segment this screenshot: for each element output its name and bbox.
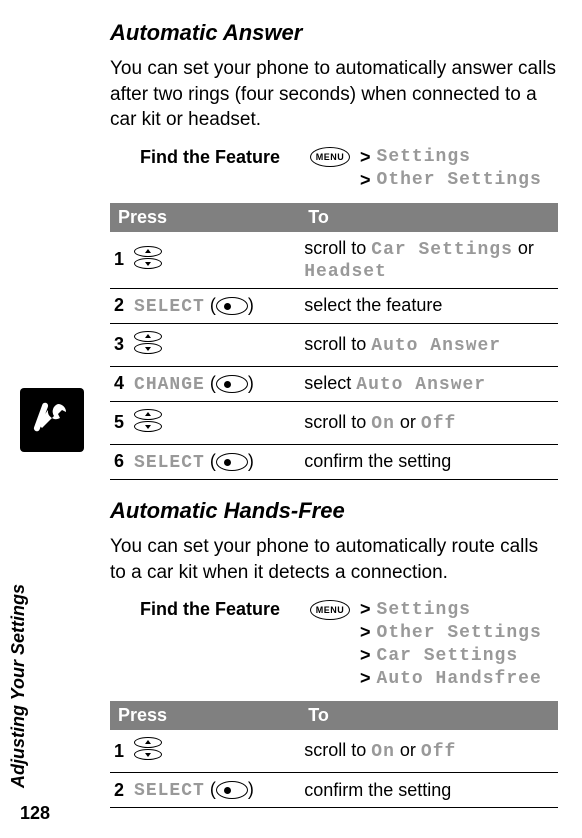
sidebar: Adjusting Your Settings — [14, 388, 90, 452]
step-description: confirm the setting — [304, 451, 451, 471]
scroll-key-icon — [134, 330, 162, 355]
step-to: scroll to On or Off — [300, 730, 558, 773]
page: Automatic Answer You can set your phone … — [0, 0, 582, 838]
step-to: confirm the setting — [300, 773, 558, 808]
step-press — [130, 730, 300, 773]
path-item: Settings — [377, 147, 471, 167]
table-header-to: To — [300, 701, 558, 730]
path-item: Settings — [377, 600, 471, 620]
softkey-label: CHANGE — [134, 375, 205, 395]
step-press — [130, 323, 300, 366]
softkey-label: SELECT — [134, 781, 205, 801]
scroll-key-icon — [134, 408, 162, 433]
softkey-label: SELECT — [134, 297, 205, 317]
step-description: scroll to — [304, 412, 371, 432]
path-item: Other Settings — [377, 623, 542, 643]
body-text-auto-hf: You can set your phone to automatically … — [110, 534, 558, 585]
step-description: confirm the setting — [304, 780, 451, 800]
find-feature-auto-hf: Find the Feature MENU > Settings > Other… — [140, 599, 558, 691]
menu-icon: MENU — [310, 600, 350, 620]
table-header-to: To — [300, 203, 558, 232]
step-number: 4 — [110, 366, 130, 401]
step-press: SELECT () — [130, 773, 300, 808]
step-description: select — [304, 373, 356, 393]
menu-option: Off — [421, 742, 456, 762]
step-description: or — [513, 238, 534, 258]
step-number: 1 — [110, 232, 130, 289]
step-number: 5 — [110, 401, 130, 444]
step-number: 2 — [110, 288, 130, 323]
step-to: scroll to On or Off — [300, 401, 558, 444]
step-description: scroll to — [304, 334, 371, 354]
step-number: 1 — [110, 730, 130, 773]
step-press: SELECT () — [130, 288, 300, 323]
find-feature-label: Find the Feature — [140, 147, 310, 168]
path-separator: > — [360, 645, 371, 666]
menu-option: Auto Answer — [371, 336, 501, 356]
step-to: scroll to Car Settings or Headset — [300, 232, 558, 289]
steps-table-auto-answer: Press To 1 scroll to Car Settings or Head… — [110, 203, 558, 480]
step-press: SELECT () — [130, 444, 300, 479]
path-item: Auto Handsfree — [377, 669, 542, 689]
step-description: scroll to — [304, 740, 371, 760]
menu-option: Car Settings — [371, 240, 513, 260]
softkey-icon — [216, 453, 248, 471]
table-row: 3 scroll to Auto Answer — [110, 323, 558, 366]
step-to: confirm the setting — [300, 444, 558, 479]
step-number: 6 — [110, 444, 130, 479]
table-row: 1 scroll to Car Settings or Headset — [110, 232, 558, 289]
softkey-icon — [216, 375, 248, 393]
menu-option: Headset — [304, 262, 387, 282]
path-separator: > — [360, 622, 371, 643]
section-title-auto-hf: Automatic Hands-Free — [110, 498, 558, 524]
page-number: 128 — [20, 803, 50, 824]
table-row: 2SELECT ()select the feature — [110, 288, 558, 323]
settings-tools-icon — [20, 388, 84, 452]
step-description: scroll to — [304, 238, 371, 258]
step-press — [130, 232, 300, 289]
scroll-key-icon — [134, 736, 162, 761]
path-separator: > — [360, 170, 371, 191]
softkey-icon — [216, 781, 248, 799]
step-to: select Auto Answer — [300, 366, 558, 401]
table-row: 2SELECT ()confirm the setting — [110, 773, 558, 808]
table-row: 4CHANGE ()select Auto Answer — [110, 366, 558, 401]
path-separator: > — [360, 668, 371, 689]
find-feature-path: MENU > Settings > Other Settings — [310, 147, 542, 193]
sidebar-label: Adjusting Your Settings — [8, 584, 29, 788]
menu-option: On — [371, 414, 395, 434]
menu-option: On — [371, 742, 395, 762]
menu-option: Off — [421, 414, 456, 434]
softkey-label: SELECT — [134, 453, 205, 473]
table-header-press: Press — [110, 701, 300, 730]
table-row: 1 scroll to On or Off — [110, 730, 558, 773]
menu-option: Auto Answer — [356, 375, 486, 395]
path-separator: > — [360, 599, 371, 620]
step-to: scroll to Auto Answer — [300, 323, 558, 366]
step-description: or — [395, 740, 421, 760]
section-title-auto-answer: Automatic Answer — [110, 20, 558, 46]
find-feature-auto-answer: Find the Feature MENU > Settings > Other… — [140, 147, 558, 193]
step-description: select the feature — [304, 295, 442, 315]
steps-table-auto-hf: Press To 1scroll to On or Off2SELECT ()c… — [110, 701, 558, 808]
softkey-icon — [216, 297, 248, 315]
step-press — [130, 401, 300, 444]
table-row: 6SELECT ()confirm the setting — [110, 444, 558, 479]
table-header-press: Press — [110, 203, 300, 232]
find-feature-label: Find the Feature — [140, 599, 310, 620]
step-press: CHANGE () — [130, 366, 300, 401]
table-row: 5 scroll to On or Off — [110, 401, 558, 444]
find-feature-path: MENU > Settings > Other Settings > Car S… — [310, 599, 542, 691]
scroll-key-icon — [134, 245, 162, 270]
step-number: 3 — [110, 323, 130, 366]
path-item: Car Settings — [377, 646, 519, 666]
menu-icon: MENU — [310, 147, 350, 167]
step-description: or — [395, 412, 421, 432]
body-text-auto-answer: You can set your phone to automatically … — [110, 56, 558, 133]
step-to: select the feature — [300, 288, 558, 323]
path-separator: > — [360, 147, 371, 168]
step-number: 2 — [110, 773, 130, 808]
path-item: Other Settings — [377, 170, 542, 190]
